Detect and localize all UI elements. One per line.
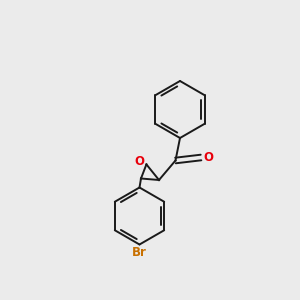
Text: O: O bbox=[135, 155, 145, 168]
Text: Br: Br bbox=[132, 245, 147, 259]
Text: O: O bbox=[203, 151, 213, 164]
